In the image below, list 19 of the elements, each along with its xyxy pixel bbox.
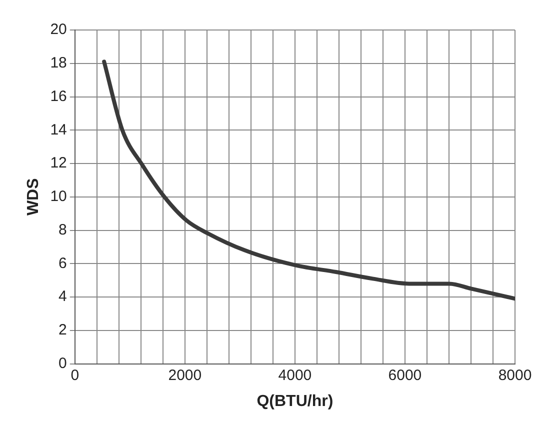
y-tick-label: 12 — [50, 154, 67, 172]
y-tick-label: 6 — [58, 254, 67, 272]
x-tick-label: 8000 — [498, 366, 532, 384]
y-tick-label: 20 — [50, 21, 67, 38]
x-tick-label: 4000 — [278, 366, 312, 384]
y-tick-label: 18 — [50, 54, 67, 72]
x-tick-label: 0 — [70, 366, 80, 384]
y-tick-label: 16 — [50, 88, 67, 105]
x-tick-label: 6000 — [388, 366, 422, 384]
y-tick-label: 10 — [50, 188, 67, 206]
x-axis-title: Q(BTU/hr) — [256, 392, 334, 410]
y-axis-title: WDS — [25, 178, 42, 216]
y-tick-label: 14 — [50, 121, 67, 138]
y-tick-label: 2 — [58, 322, 67, 339]
line-series — [102, 60, 515, 301]
y-tick-label: 0 — [58, 354, 67, 372]
y-tick-label: 8 — [58, 221, 67, 238]
x-tick-label: 2000 — [168, 366, 202, 384]
y-tick-label: 4 — [58, 288, 67, 306]
